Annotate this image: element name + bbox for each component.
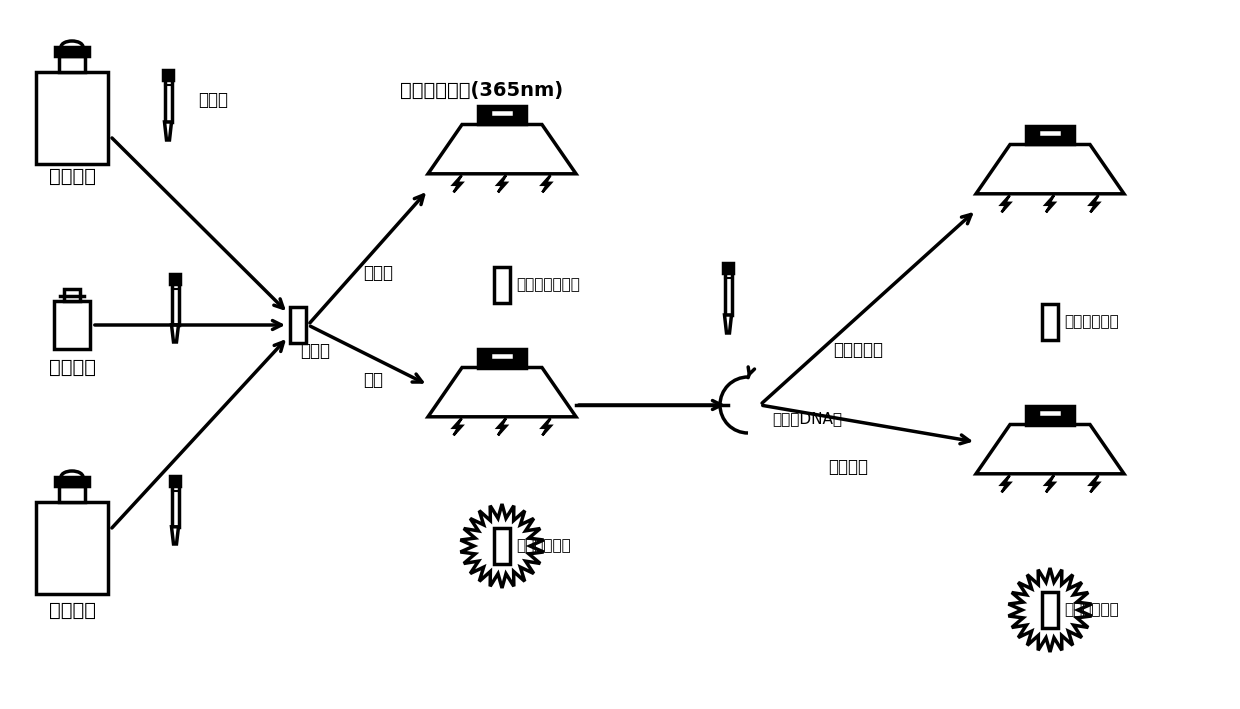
Polygon shape <box>1008 568 1091 652</box>
Text: 不含甲基汞: 不含甲基汞 <box>833 341 883 359</box>
Polygon shape <box>170 274 180 284</box>
Polygon shape <box>171 527 179 544</box>
Bar <box>1038 128 1061 137</box>
Text: （荧光响应）: （荧光响应） <box>516 539 570 554</box>
Text: 比色皿: 比色皿 <box>300 342 330 360</box>
Bar <box>36 502 108 594</box>
Polygon shape <box>724 273 732 315</box>
Bar <box>60 486 86 502</box>
Bar <box>60 56 86 72</box>
Bar <box>290 307 306 343</box>
Bar <box>36 72 108 164</box>
Polygon shape <box>1001 195 1011 212</box>
Polygon shape <box>1090 475 1099 492</box>
Bar <box>55 301 91 349</box>
Polygon shape <box>976 145 1123 194</box>
Polygon shape <box>976 425 1123 474</box>
Polygon shape <box>164 70 172 80</box>
Polygon shape <box>1090 195 1099 212</box>
Bar <box>491 108 513 117</box>
Bar <box>1025 406 1074 425</box>
Text: （无荧光响应）: （无荧光响应） <box>516 277 580 293</box>
Polygon shape <box>542 175 551 192</box>
Polygon shape <box>165 80 171 122</box>
Polygon shape <box>428 367 577 417</box>
Bar <box>1042 304 1058 340</box>
Polygon shape <box>453 418 463 435</box>
Text: 待测水样: 待测水样 <box>48 167 95 186</box>
Polygon shape <box>723 263 733 273</box>
Text: 缓冲溶液: 缓冲溶液 <box>48 601 95 620</box>
Text: （荧光保留）: （荧光保留） <box>1064 603 1118 618</box>
Polygon shape <box>1045 475 1054 492</box>
Polygon shape <box>170 476 180 486</box>
Text: （荧光猝灭）: （荧光猝灭） <box>1064 315 1118 330</box>
Text: 不含汞: 不含汞 <box>363 264 393 282</box>
Bar <box>64 289 81 301</box>
Bar <box>1025 125 1074 145</box>
Polygon shape <box>460 504 543 588</box>
Polygon shape <box>171 325 179 342</box>
Polygon shape <box>453 175 463 192</box>
Polygon shape <box>165 122 171 140</box>
Text: （加入DNA）: （加入DNA） <box>773 411 842 427</box>
Bar <box>1038 408 1061 417</box>
Text: 手提式紫外灯(365nm): 手提式紫外灯(365nm) <box>401 81 563 99</box>
Text: 探针溶液: 探针溶液 <box>48 357 95 376</box>
Text: 移液枪: 移液枪 <box>198 91 228 109</box>
Polygon shape <box>497 418 506 435</box>
Bar <box>1042 592 1058 628</box>
Polygon shape <box>1001 475 1011 492</box>
Text: 含汞: 含汞 <box>363 371 383 389</box>
Bar <box>55 477 89 486</box>
Polygon shape <box>171 486 179 527</box>
Polygon shape <box>171 284 179 325</box>
Bar <box>491 352 513 360</box>
Text: 含甲基汞: 含甲基汞 <box>828 458 868 476</box>
Polygon shape <box>724 315 732 333</box>
Bar <box>479 349 526 367</box>
Bar <box>494 267 510 303</box>
Polygon shape <box>1045 195 1054 212</box>
Polygon shape <box>497 175 506 192</box>
Bar <box>494 528 510 564</box>
Bar <box>55 47 89 56</box>
Polygon shape <box>542 418 551 435</box>
Bar <box>479 106 526 125</box>
Polygon shape <box>428 125 577 174</box>
